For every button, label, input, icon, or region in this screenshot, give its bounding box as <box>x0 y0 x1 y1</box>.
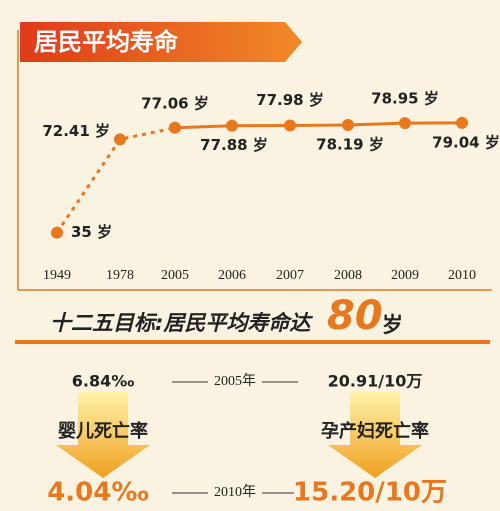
target-value: 80 <box>327 293 383 339</box>
x-tick-label: 2008 <box>334 268 362 283</box>
point <box>342 118 354 131</box>
value-label: 78.19 岁 <box>316 135 384 153</box>
before-value: 20.91/10万 <box>328 372 423 391</box>
line <box>174 121 463 130</box>
chart-title: 居民平均寿命 <box>34 28 179 56</box>
value-label: 78.95 岁 <box>371 90 439 108</box>
point <box>284 119 296 132</box>
x-tick-label: 2010 <box>448 268 476 283</box>
x-tick-label: 2006 <box>218 268 246 283</box>
value-label: 72.41 岁 <box>42 122 110 140</box>
x-tick-label: 2005 <box>161 268 189 283</box>
x-tick-label: 2007 <box>276 268 304 283</box>
point <box>456 116 468 129</box>
point <box>399 117 411 130</box>
point <box>169 121 181 134</box>
point <box>114 133 126 146</box>
title-banner <box>20 22 302 62</box>
x-tick-label: 1949 <box>43 268 71 283</box>
down-arrow <box>56 392 150 478</box>
after-value: 15.20/10万 <box>293 478 447 508</box>
year-before: 2005年 <box>214 373 256 389</box>
value-label: 77.88 岁 <box>200 136 268 154</box>
x-tick-label: 2009 <box>391 268 419 283</box>
target-unit: 岁 <box>382 313 403 337</box>
value-label: 35 岁 <box>71 223 112 241</box>
point <box>51 226 63 239</box>
before-value: 6.84‰ <box>72 372 135 391</box>
line <box>55 126 176 234</box>
year-after: 2010年 <box>214 484 256 500</box>
value-label: 77.98 岁 <box>256 91 324 109</box>
value-label: 79.04 岁 <box>432 133 500 151</box>
target-prefix: 十二五目标:居民平均寿命达 <box>50 311 313 335</box>
value-label: 77.06 岁 <box>141 94 209 112</box>
point <box>226 119 238 132</box>
x-tick-label: 1978 <box>106 268 134 283</box>
indicator-name: 孕产妇死亡率 <box>321 420 429 442</box>
after-value: 4.04‰ <box>47 478 149 508</box>
down-arrow <box>328 392 422 478</box>
indicator-name: 婴儿死亡率 <box>58 420 148 442</box>
